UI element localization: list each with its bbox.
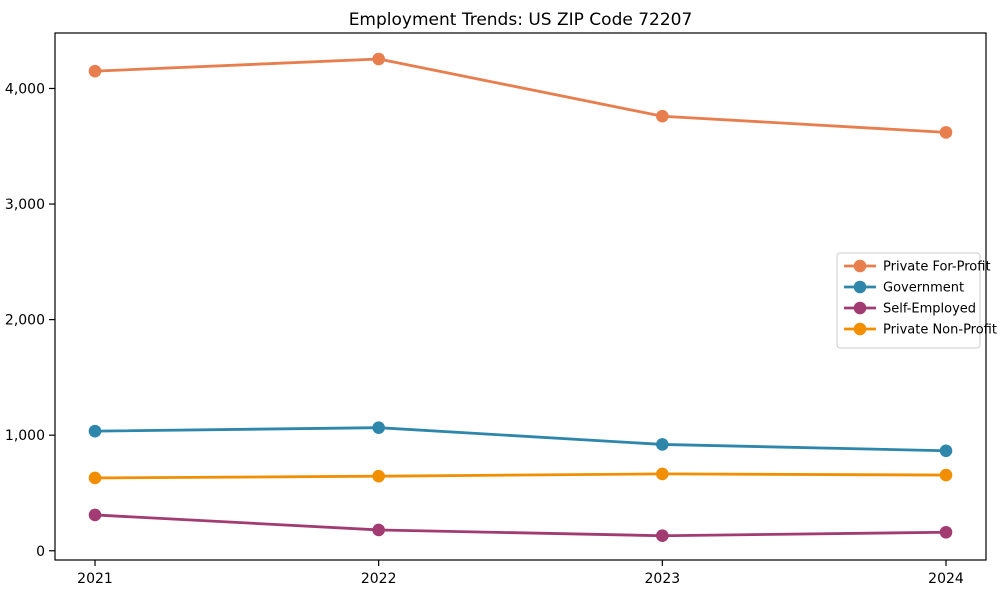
legend-label-self-employed: Self-Employed xyxy=(883,302,976,317)
y-axis-tick-label: 4,000 xyxy=(5,81,45,97)
legend-label-private-for-profit: Private For-Profit xyxy=(883,260,991,275)
data-point-private-for-profit-2022 xyxy=(372,52,385,66)
data-point-government-2021 xyxy=(88,424,102,438)
data-point-government-2022 xyxy=(372,421,385,434)
legend-label-government: Government xyxy=(883,281,964,296)
y-axis-tick-label: 1,000 xyxy=(5,428,45,444)
series-line-self-employed xyxy=(93,513,948,538)
legend-box xyxy=(836,252,981,349)
data-point-self-employed-2022 xyxy=(372,523,385,537)
chart-title: Employment Trends: US ZIP Code 72207 xyxy=(348,10,693,30)
legend-label-private-non-profit: Private Non-Profit xyxy=(883,323,997,338)
data-point-private-non-profit-2023 xyxy=(656,467,669,481)
data-point-self-employed-2024 xyxy=(939,525,953,539)
data-point-private-non-profit-2022 xyxy=(372,469,385,483)
data-point-self-employed-2023 xyxy=(656,529,669,543)
series-line-private-non-profit xyxy=(93,472,948,480)
data-point-self-employed-2021 xyxy=(88,508,102,522)
series-line-government xyxy=(93,426,948,453)
plot-frame xyxy=(54,32,987,561)
legend-marker-private-for-profit xyxy=(853,259,867,273)
y-axis-tick-label: 0 xyxy=(36,544,45,560)
x-axis-tick-label: 2024 xyxy=(928,571,964,587)
data-point-private-for-profit-2023 xyxy=(656,109,669,123)
y-axis-tick-label: 3,000 xyxy=(5,197,45,213)
y-axis-tick-label: 2,000 xyxy=(5,313,45,329)
x-axis-tick-label: 2023 xyxy=(645,571,681,587)
data-point-private-non-profit-2024 xyxy=(939,468,953,482)
x-axis-tick-label: 2021 xyxy=(77,571,113,587)
data-point-private-non-profit-2021 xyxy=(88,471,102,485)
legend-marker-self-employed xyxy=(853,301,867,315)
data-point-private-for-profit-2021 xyxy=(88,64,102,78)
legend-marker-government xyxy=(853,280,867,294)
data-point-government-2024 xyxy=(939,444,953,458)
series-line-private-for-profit xyxy=(93,57,948,134)
data-point-government-2023 xyxy=(656,438,669,451)
legend-marker-private-non-profit xyxy=(853,322,867,336)
data-point-private-for-profit-2024 xyxy=(939,126,953,139)
x-axis-tick-label: 2022 xyxy=(361,571,397,587)
